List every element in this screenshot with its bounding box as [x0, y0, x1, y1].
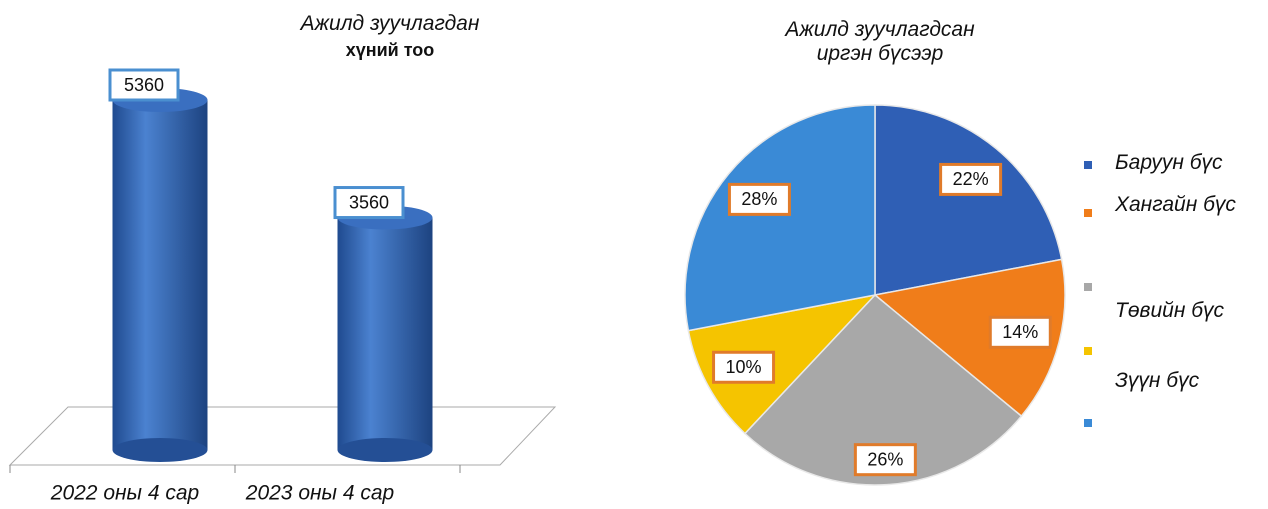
bar-bottom: [337, 438, 433, 462]
legend-label: Төвийн бүс: [1115, 299, 1225, 322]
pie-slice: [873, 258, 1066, 418]
pie-slice: [684, 104, 876, 332]
pie-slice: [687, 293, 878, 435]
value-label: 5360: [124, 75, 164, 95]
legend-marker: [1084, 419, 1092, 427]
legend-label: Баруун бүс: [1115, 151, 1223, 174]
bar: [337, 217, 433, 450]
legend-marker: [1084, 347, 1092, 355]
legend-marker: [1084, 283, 1092, 291]
legend-marker: [1084, 209, 1092, 217]
pie-slice: [743, 293, 1023, 486]
value-label-box: [853, 443, 917, 477]
value-label-box: [108, 68, 180, 102]
value-label-box: [727, 182, 791, 216]
value-label: 3560: [349, 192, 389, 212]
x-tick-label: 2022 оны 4 сар: [50, 482, 199, 505]
value-label: 10%: [726, 357, 762, 377]
value-label-box: [333, 186, 405, 220]
legend-label: Зүүн бүс: [1115, 369, 1200, 392]
value-label: 14%: [1002, 322, 1038, 342]
value-label: 26%: [867, 449, 903, 469]
bar: [112, 100, 208, 450]
pie-title: Ажилд зуучлагдсан иргэн бүсээр: [785, 18, 975, 65]
floor: [8, 406, 557, 466]
x-tick-label: 2023 оны 4 сар: [245, 482, 394, 505]
value-label-box: [988, 315, 1052, 349]
legend-marker: [1084, 161, 1092, 169]
value-label-box: [712, 350, 776, 384]
legend-label: Хангайн бүс: [1115, 193, 1236, 216]
bar-subtitle: хүний тоо: [345, 40, 435, 60]
bar-title: Ажилд зуучлагдан: [300, 12, 480, 35]
bar-bottom: [112, 438, 208, 462]
value-label-box: [939, 162, 1003, 196]
value-label: 22%: [953, 169, 989, 189]
value-label: 28%: [741, 189, 777, 209]
pie-slice: [874, 104, 1063, 296]
